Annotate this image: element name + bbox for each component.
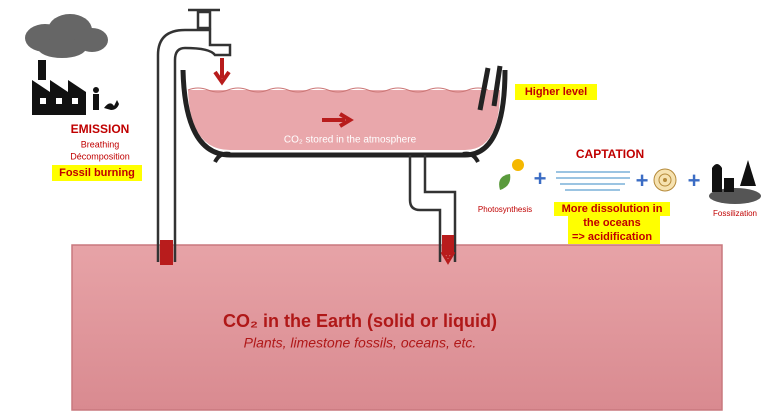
bathtub-rim (477, 65, 503, 111)
inflow-arrow (213, 58, 231, 86)
plus: + (688, 168, 701, 193)
drain (408, 155, 457, 262)
ocean-icon (556, 171, 630, 191)
flow (160, 240, 173, 265)
dissolution: => acidification (572, 231, 652, 243)
faucet (156, 8, 232, 262)
outflow-arrow (440, 250, 456, 265)
dissolution: More dissolution in (562, 203, 663, 215)
water-surface (187, 87, 489, 93)
bathtub (180, 69, 508, 158)
flow (442, 235, 454, 255)
earth-title: CO₂ in the Earth (solid or liquid) (223, 311, 497, 331)
factory-icon (25, 14, 119, 115)
arrow (322, 112, 354, 128)
higher-level: Higher level (525, 86, 587, 98)
fossil-icon (709, 160, 761, 204)
bathtub-feet (213, 151, 480, 163)
highlight (568, 216, 660, 230)
fossilization: Fossilization (713, 209, 757, 218)
emission-item: Breathing (81, 139, 120, 149)
shell-icon (653, 168, 677, 192)
bathtub-label: CO₂ stored in the atmosphere (284, 135, 417, 146)
earth-reservoir (71, 244, 723, 411)
highlight (568, 230, 660, 244)
emission-item: Décomposition (70, 151, 130, 161)
photosynthesis: Photosynthesis (478, 205, 532, 214)
highlight (515, 84, 597, 100)
earth-subtitle: Plants, limestone fossils, oceans, etc. (244, 335, 477, 351)
emission-title: EMISSION (71, 122, 130, 136)
plus: + (636, 168, 649, 193)
emission-highlight: Fossil burning (59, 167, 135, 179)
captation-title: CAPTATION (576, 147, 644, 161)
dissolution: the oceans (583, 217, 640, 229)
plus: + (534, 166, 547, 191)
highlight (52, 165, 142, 181)
highlight (554, 202, 670, 216)
photosynthesis-icon (499, 159, 524, 190)
